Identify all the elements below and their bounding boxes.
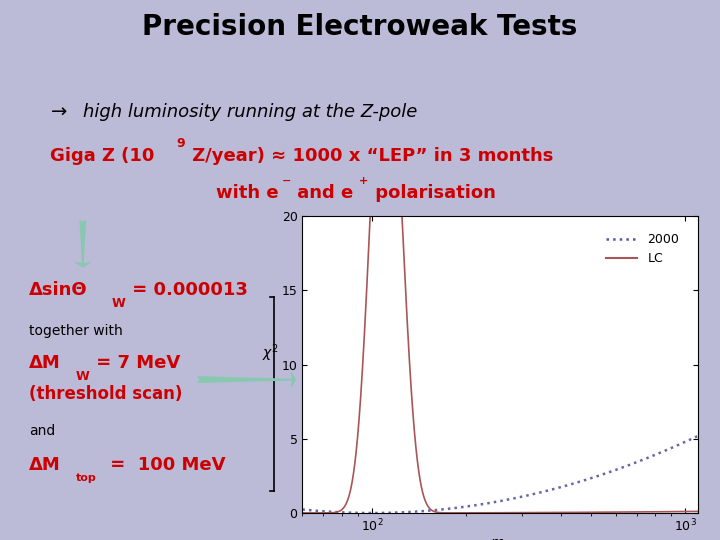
Text: = 0.000013: = 0.000013 [126, 281, 248, 299]
LC [382, 6, 390, 12]
Legend: 2000, LC: 2000, LC [601, 228, 684, 271]
Text: ΔsinΘ: ΔsinΘ [29, 281, 87, 299]
LC [370, 126, 379, 133]
2000 [449, 505, 458, 511]
Text: Giga Z (10: Giga Z (10 [50, 147, 155, 165]
2000 [624, 462, 632, 469]
Y-axis label: $\chi^2$: $\chi^2$ [262, 343, 279, 364]
Text: ΔM: ΔM [29, 354, 60, 372]
2000 [368, 510, 377, 516]
Text: and: and [29, 424, 55, 437]
Text: high luminosity running at the Z-pole: high luminosity running at the Z-pole [83, 103, 417, 122]
Text: Precision Electroweak Tests: Precision Electroweak Tests [143, 13, 577, 41]
Text: and e: and e [291, 184, 353, 201]
LC [624, 509, 632, 515]
2000 [556, 484, 564, 490]
Text: Z/year) ≈ 1000 x “LEP” in 3 months: Z/year) ≈ 1000 x “LEP” in 3 months [186, 147, 553, 165]
Text: →: → [50, 103, 67, 122]
2000 [694, 433, 703, 439]
LC [594, 509, 603, 516]
Line: 2000: 2000 [302, 436, 698, 513]
LC [449, 510, 458, 516]
2000 [536, 489, 544, 496]
LC [317, 510, 325, 516]
Text: =  100 MeV: = 100 MeV [104, 456, 226, 474]
Text: 9: 9 [176, 137, 185, 151]
LC [298, 510, 307, 516]
LC [694, 508, 703, 515]
Text: ΔM: ΔM [29, 456, 60, 474]
Text: together with: together with [29, 324, 122, 338]
Text: W: W [76, 370, 89, 383]
Text: with e: with e [216, 184, 279, 201]
Text: polarisation: polarisation [369, 184, 495, 201]
2000 [370, 510, 379, 516]
Text: top: top [76, 473, 96, 483]
2000 [298, 507, 307, 513]
LC [536, 509, 544, 516]
Text: +: + [359, 177, 368, 186]
Text: −: − [282, 177, 292, 186]
Text: (threshold scan): (threshold scan) [29, 385, 182, 403]
2000 [593, 472, 602, 479]
Text: W: W [112, 297, 125, 310]
Text: = 7 MeV: = 7 MeV [90, 354, 180, 372]
X-axis label: $m_h$: $m_h$ [490, 537, 511, 540]
Line: LC: LC [302, 9, 698, 513]
LC [556, 509, 564, 516]
